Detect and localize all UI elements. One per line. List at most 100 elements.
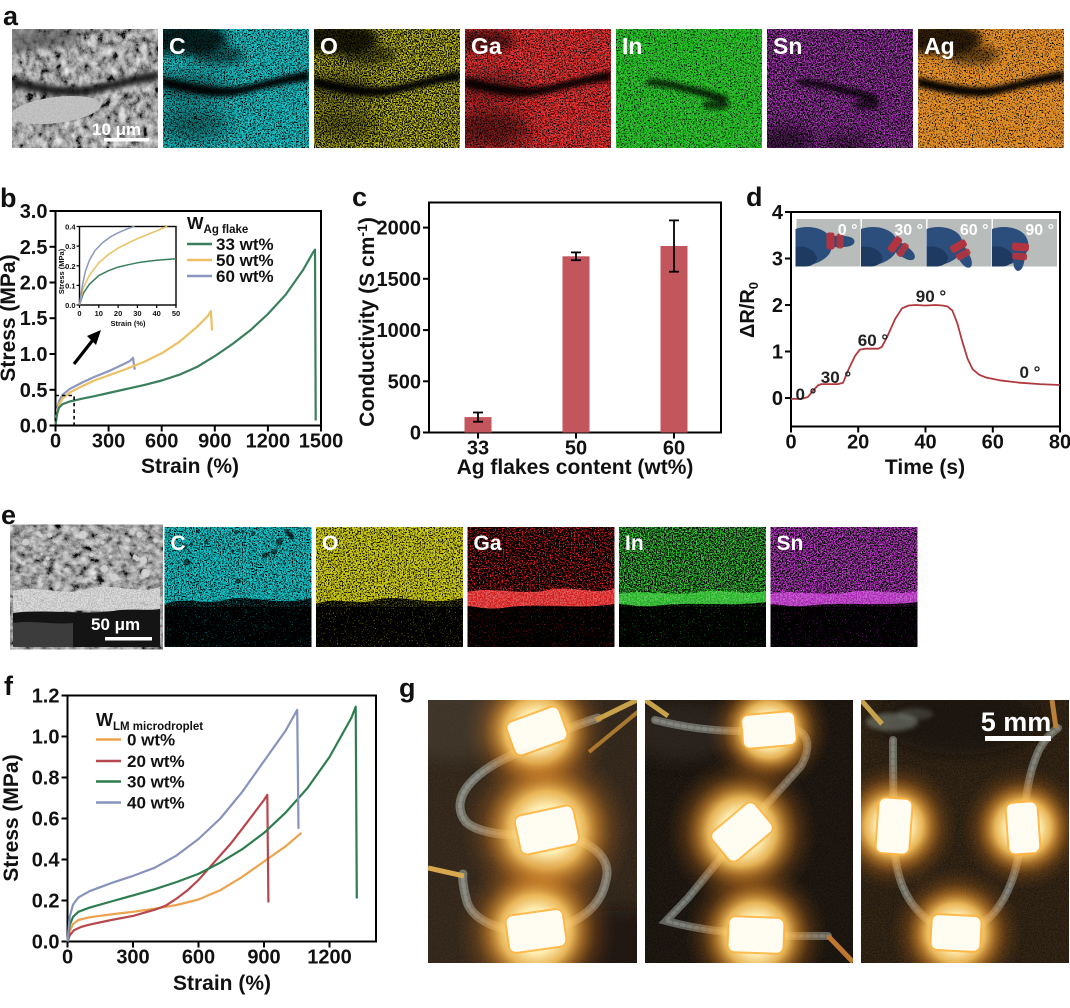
- svg-text:30 °: 30 °: [894, 222, 923, 239]
- svg-text:50: 50: [172, 309, 180, 318]
- svg-text:0: 0: [772, 388, 783, 410]
- svg-text:Strain (%): Strain (%): [173, 972, 271, 995]
- svg-text:0: 0: [77, 309, 81, 318]
- svg-text:40: 40: [914, 432, 936, 454]
- svg-text:0.2: 0.2: [65, 262, 75, 271]
- svg-text:40 wt%: 40 wt%: [127, 794, 185, 813]
- svg-text:0.8: 0.8: [32, 768, 60, 790]
- svg-text:30 wt%: 30 wt%: [127, 773, 185, 792]
- svg-text:b: b: [0, 183, 17, 213]
- svg-text:Stress (MPa): Stress (MPa): [0, 754, 23, 881]
- svg-text:2.0: 2.0: [20, 273, 48, 295]
- svg-text:0: 0: [410, 423, 421, 445]
- svg-text:Strain (%): Strain (%): [141, 455, 239, 478]
- svg-text:60: 60: [663, 438, 685, 460]
- svg-text:0.3: 0.3: [65, 242, 75, 251]
- svg-text:33: 33: [467, 438, 489, 460]
- svg-text:Ga: Ga: [474, 532, 502, 555]
- svg-text:d: d: [746, 182, 763, 212]
- svg-text:In: In: [625, 532, 644, 555]
- svg-text:Stress (MPa): Stress (MPa): [0, 254, 20, 381]
- svg-text:300: 300: [116, 947, 149, 969]
- svg-text:60 wt%: 60 wt%: [216, 267, 274, 286]
- svg-text:O: O: [320, 33, 338, 59]
- svg-text:50 wt%: 50 wt%: [216, 251, 274, 270]
- svg-text:300: 300: [92, 431, 125, 453]
- svg-text:g: g: [399, 673, 416, 703]
- svg-text:Ag: Ag: [924, 33, 955, 59]
- svg-text:1.0: 1.0: [32, 727, 60, 749]
- svg-text:60: 60: [982, 432, 1004, 454]
- svg-text:900: 900: [247, 947, 280, 969]
- svg-text:1.2: 1.2: [32, 686, 60, 708]
- svg-text:40: 40: [153, 309, 161, 318]
- svg-text:1.5: 1.5: [20, 308, 48, 330]
- svg-text:80: 80: [1049, 432, 1070, 454]
- svg-text:f: f: [4, 671, 14, 701]
- svg-text:50: 50: [565, 438, 587, 460]
- svg-text:1200: 1200: [246, 431, 291, 453]
- svg-text:Stress (MPa): Stress (MPa): [57, 248, 66, 294]
- svg-text:a: a: [3, 1, 19, 31]
- svg-text:0.0: 0.0: [32, 932, 60, 954]
- svg-text:0.4: 0.4: [32, 850, 61, 872]
- svg-text:C: C: [169, 33, 186, 59]
- svg-text:900: 900: [198, 431, 231, 453]
- svg-text:0: 0: [785, 432, 796, 454]
- svg-text:0: 0: [50, 431, 61, 453]
- svg-text:Ag flakes content (wt%): Ag flakes content (wt%): [457, 456, 694, 479]
- svg-text:ΔR/R0: ΔR/R0: [737, 282, 761, 338]
- svg-text:3: 3: [772, 249, 783, 271]
- svg-text:1500: 1500: [377, 269, 422, 291]
- svg-text:2.5: 2.5: [20, 237, 48, 259]
- svg-text:20: 20: [114, 309, 122, 318]
- svg-text:1.0: 1.0: [20, 344, 48, 366]
- svg-text:600: 600: [182, 947, 215, 969]
- svg-text:0.0: 0.0: [65, 301, 75, 310]
- svg-text:Time (s): Time (s): [885, 456, 965, 479]
- svg-text:20: 20: [847, 432, 869, 454]
- svg-text:60 °: 60 °: [858, 331, 889, 350]
- svg-text:0.0: 0.0: [20, 416, 48, 438]
- svg-text:Strain (%): Strain (%): [110, 319, 146, 328]
- svg-text:Conductivity (S cm-1): Conductivity (S cm-1): [354, 217, 379, 427]
- svg-text:30 °: 30 °: [821, 368, 852, 387]
- svg-text:500: 500: [388, 371, 421, 393]
- svg-text:5 mm: 5 mm: [981, 707, 1052, 737]
- svg-text:c: c: [352, 182, 367, 212]
- svg-text:4: 4: [772, 202, 784, 224]
- svg-text:30: 30: [133, 309, 141, 318]
- svg-text:60 °: 60 °: [960, 222, 989, 239]
- svg-text:Sn: Sn: [777, 532, 804, 555]
- svg-text:C: C: [171, 532, 186, 555]
- svg-text:0 °: 0 °: [796, 385, 817, 404]
- svg-text:0.4: 0.4: [65, 223, 76, 232]
- svg-text:0.1: 0.1: [65, 281, 75, 290]
- svg-text:0: 0: [62, 947, 73, 969]
- svg-text:1: 1: [772, 342, 783, 364]
- svg-text:90 °: 90 °: [1025, 222, 1054, 239]
- svg-text:0.2: 0.2: [32, 891, 60, 913]
- svg-text:3.0: 3.0: [20, 201, 48, 223]
- svg-text:50 μm: 50 μm: [91, 615, 140, 634]
- svg-text:10 μm: 10 μm: [92, 120, 141, 139]
- svg-text:600: 600: [145, 431, 178, 453]
- svg-text:In: In: [622, 33, 642, 59]
- svg-text:33 wt%: 33 wt%: [216, 235, 274, 254]
- svg-text:0.6: 0.6: [32, 809, 60, 831]
- svg-text:1200: 1200: [307, 947, 352, 969]
- svg-text:1500: 1500: [299, 431, 344, 453]
- svg-text:e: e: [1, 500, 16, 530]
- svg-text:0 °: 0 °: [838, 222, 858, 239]
- svg-text:0.5: 0.5: [20, 380, 48, 402]
- svg-text:0 wt%: 0 wt%: [127, 731, 175, 750]
- svg-text:Sn: Sn: [773, 33, 802, 59]
- svg-text:20 wt%: 20 wt%: [127, 752, 185, 771]
- svg-text:0 °: 0 °: [1020, 363, 1041, 382]
- svg-text:Ga: Ga: [471, 33, 502, 59]
- svg-text:1000: 1000: [377, 320, 422, 342]
- svg-text:2000: 2000: [377, 218, 422, 240]
- svg-text:2: 2: [772, 295, 783, 317]
- svg-text:10: 10: [95, 309, 103, 318]
- svg-text:O: O: [322, 532, 338, 555]
